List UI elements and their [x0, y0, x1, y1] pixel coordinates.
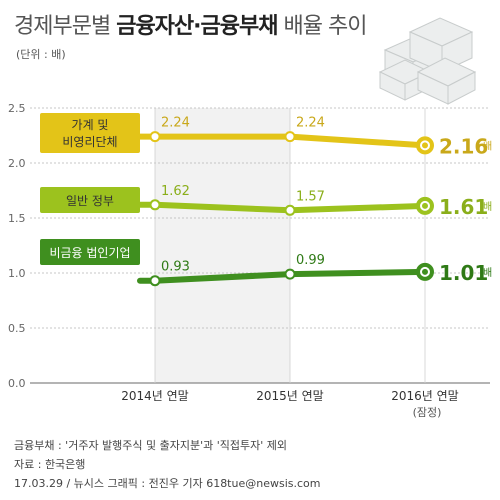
data-point	[284, 268, 296, 280]
x-tick-label: 2015년 연말	[256, 389, 323, 403]
data-point	[149, 199, 161, 211]
plot-band	[155, 108, 290, 383]
title-suffix: 배율 추이	[283, 14, 367, 39]
data-point-center	[422, 202, 428, 209]
title-prefix: 경제부문별	[14, 14, 111, 39]
legend-label: 비영리단체	[62, 135, 117, 149]
value-unit: 배	[483, 201, 492, 213]
y-tick-label: 0.0	[8, 377, 26, 390]
legend-label: 가계 및	[72, 118, 109, 132]
y-tick-label: 0.5	[8, 322, 26, 335]
data-label: 2.24	[161, 116, 190, 131]
series-line	[137, 268, 428, 284]
legend-label: 일반 정부	[66, 194, 114, 208]
title-bold: 금융자산·금융부채	[116, 14, 278, 39]
data-point	[284, 131, 296, 143]
data-label: 1.01	[439, 261, 488, 285]
data-label: 2.24	[296, 116, 325, 131]
x-tick-label: 2016년 연말	[391, 389, 458, 403]
y-tick-label: 2.0	[8, 157, 26, 170]
legend-box	[40, 239, 140, 265]
data-point	[149, 275, 161, 287]
data-point	[149, 131, 161, 143]
x-tick-note: (잠정)	[413, 406, 442, 419]
legend-box	[40, 113, 140, 153]
note-liabilities: 금융부채 : '거주자 발행주식 및 출자지분'과 '직접투자' 제외	[14, 439, 288, 452]
note-credit: 17.03.29 / 뉴시스 그래픽 : 전진우 기자 618tue@newsi…	[14, 477, 321, 490]
data-point-center	[422, 142, 428, 149]
data-point	[284, 204, 296, 216]
unit-label: (단위 : 배)	[16, 48, 66, 61]
value-unit: 배	[483, 267, 492, 279]
series-line	[137, 201, 428, 214]
y-tick-label: 1.0	[8, 267, 26, 280]
data-label: 1.62	[161, 184, 190, 199]
data-label: 0.99	[296, 253, 325, 268]
legend-box	[40, 187, 140, 213]
note-source: 자료 : 한국은행	[14, 458, 86, 471]
x-tick-label: 2014년 연말	[121, 389, 188, 403]
value-unit: 배	[483, 140, 492, 152]
series-line	[137, 133, 428, 149]
y-tick-label: 2.5	[8, 102, 26, 115]
data-point-center	[422, 268, 428, 275]
data-label: 1.61	[439, 195, 488, 219]
chart-title: 경제부문별 금융자산·금융부채 배율 추이	[14, 8, 367, 40]
data-label: 2.16	[439, 134, 488, 158]
data-label: 1.57	[296, 189, 325, 204]
data-label: 0.93	[161, 260, 190, 275]
legend-label: 비금융 법인기업	[49, 246, 130, 260]
y-tick-label: 1.5	[8, 212, 26, 225]
boxes-illustration	[378, 17, 477, 105]
